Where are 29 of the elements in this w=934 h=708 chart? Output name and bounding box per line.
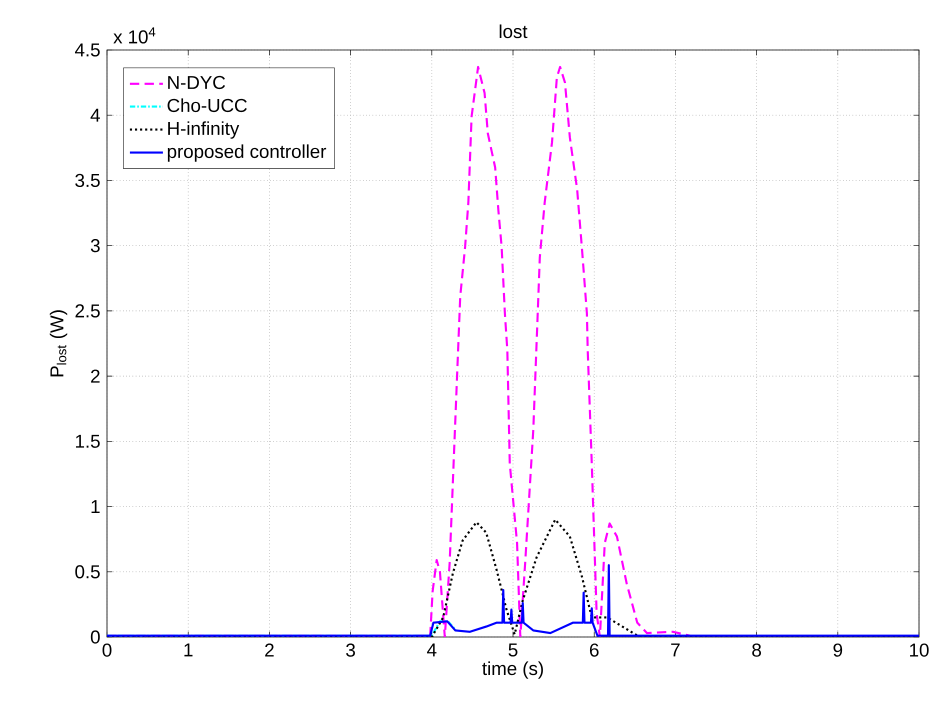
x-tick-label: 2 <box>265 643 274 657</box>
x-tick-label: 4 <box>427 643 436 656</box>
y-tick-label: 2.5 <box>76 304 100 318</box>
legend-label: Cho-UCC <box>168 98 247 112</box>
y-tick-label: 4 <box>90 108 100 122</box>
legend-label: H-infinity <box>168 121 240 139</box>
y-tick-label: 3.5 <box>75 174 100 188</box>
x-tick-label: 10 <box>910 643 929 657</box>
y-tick-label: 1.5 <box>76 434 100 448</box>
chart-title: lost <box>500 24 528 38</box>
x-tick-label: 5 <box>508 643 518 657</box>
y-tick-label: 0 <box>90 630 100 644</box>
y-tick-label: 0.5 <box>75 565 100 578</box>
y-tick-label: 3 <box>90 239 100 252</box>
text: x 10$^{4}$ <box>113 27 156 44</box>
x-tick-label: 3 <box>346 643 355 657</box>
y-tick-label: 1 <box>92 500 100 513</box>
y-tick-label: 4.5 <box>74 43 100 57</box>
x-axis-title: time (s) <box>482 661 543 679</box>
y-axis-title: P$_{lost}$ (W) <box>50 310 68 376</box>
legend-label: N-DYC <box>168 76 226 90</box>
x-tick-label: 9 <box>833 643 842 657</box>
x-tick-label: 0 <box>102 643 112 657</box>
x-tick-label: 8 <box>752 643 761 657</box>
legend-label: proposed controller <box>168 144 326 162</box>
x-tick-label: 7 <box>671 643 680 656</box>
x-tick-label: 1 <box>184 643 192 656</box>
y-tick-label: 2 <box>91 370 100 383</box>
x-tick-label: 6 <box>590 643 599 657</box>
